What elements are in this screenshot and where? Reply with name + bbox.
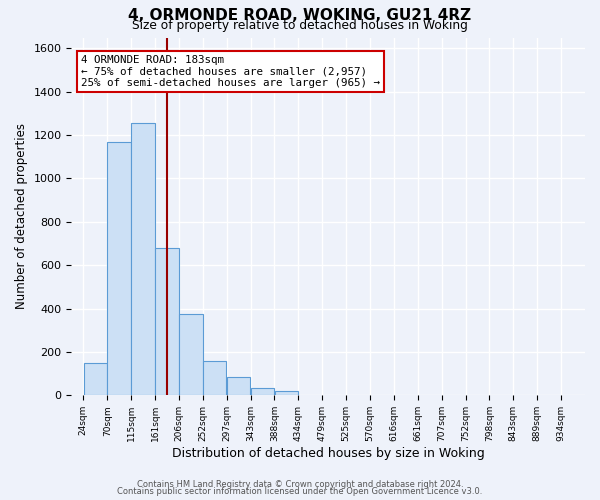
Y-axis label: Number of detached properties: Number of detached properties (15, 124, 28, 310)
Bar (155, 248, 179, 396)
Bar (275, 391, 298, 396)
Bar (179, 314, 203, 396)
Text: 4, ORMONDE ROAD, WOKING, GU21 4RZ: 4, ORMONDE ROAD, WOKING, GU21 4RZ (128, 8, 472, 22)
Text: Contains public sector information licensed under the Open Government Licence v3: Contains public sector information licen… (118, 487, 482, 496)
Bar (251, 388, 274, 396)
Bar (131, 123, 155, 396)
Bar (83, 363, 107, 396)
Text: 4 ORMONDE ROAD: 183sqm
← 75% of detached houses are smaller (2,957)
25% of semi-: 4 ORMONDE ROAD: 183sqm ← 75% of detached… (81, 55, 380, 88)
X-axis label: Distribution of detached houses by size in Woking: Distribution of detached houses by size … (172, 447, 485, 460)
Text: Size of property relative to detached houses in Woking: Size of property relative to detached ho… (132, 18, 468, 32)
Text: Contains HM Land Registry data © Crown copyright and database right 2024.: Contains HM Land Registry data © Crown c… (137, 480, 463, 489)
Bar (203, 360, 226, 396)
Bar (107, 142, 131, 396)
Bar (227, 377, 250, 396)
